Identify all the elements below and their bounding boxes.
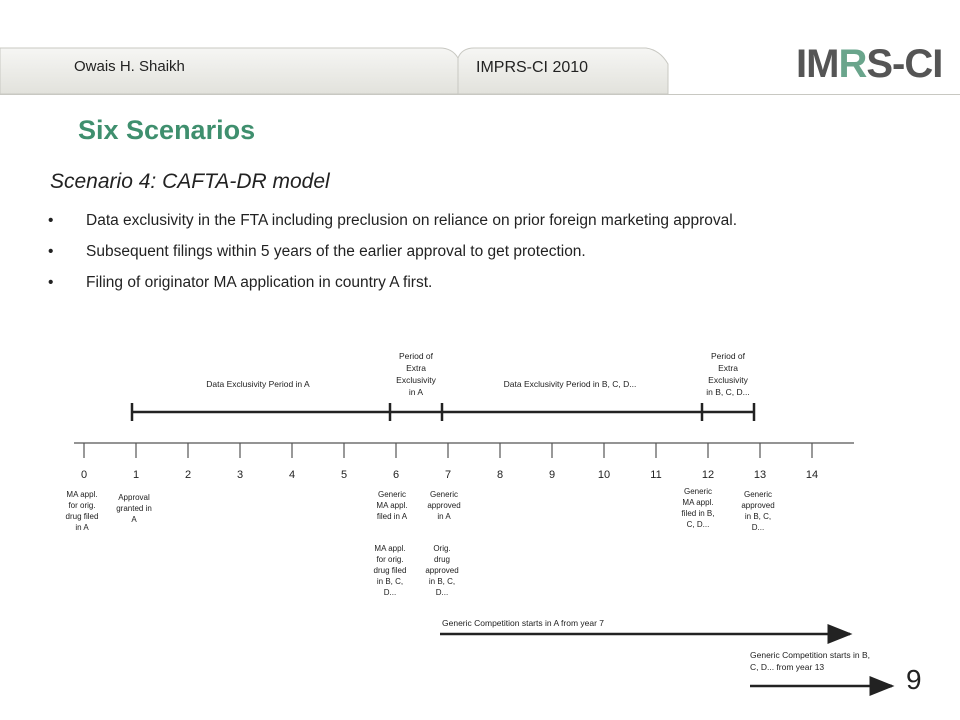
event-y7b: drug: [434, 555, 450, 564]
timeline-diagram: Data Exclusivity Period in A Period of E…: [66, 351, 895, 696]
event-y6a: MA appl.: [376, 501, 407, 510]
bullet-text: Data exclusivity in the FTA including pr…: [86, 212, 738, 229]
bullet-dot: •: [48, 274, 54, 291]
event-y6b: MA appl.: [374, 544, 405, 553]
conference-name: IMPRS-CI 2010: [476, 59, 589, 76]
event-y7a: in A: [437, 512, 451, 521]
event-y0: drug filed: [66, 512, 99, 521]
slide-title: Six Scenarios: [78, 115, 256, 145]
year-label: 7: [445, 469, 451, 481]
event-y12: MA appl.: [682, 498, 713, 507]
event-y7b: approved: [425, 566, 458, 575]
year-label: 5: [341, 469, 347, 481]
header-tabs-shape: [0, 47, 960, 95]
imprs-logo: IMRS-CI: [796, 42, 943, 86]
extra-excl-a-label: Extra: [406, 363, 426, 373]
bullet-item: • Data exclusivity in the FTA including p…: [46, 210, 906, 232]
event-y13: Generic: [744, 490, 772, 499]
bullet-item: • Filing of originator MA application in …: [46, 272, 906, 294]
year-label: 9: [549, 469, 555, 481]
data-excl-a-label: Data Exclusivity Period in A: [206, 379, 310, 389]
bullet-text: Subsequent filings within 5 years of the…: [86, 243, 586, 260]
event-y1: Approval: [118, 493, 150, 502]
event-y1: A: [131, 515, 137, 524]
year-label: 0: [81, 469, 87, 481]
year-label: 3: [237, 469, 243, 481]
competition-bcd-label: C, D... from year 13: [750, 662, 824, 672]
year-label: 1: [133, 469, 139, 481]
bullet-item: • Subsequent filings within 5 years of th…: [46, 241, 906, 263]
event-y7b: D...: [436, 588, 448, 597]
scenario-subtitle: Scenario 4: CAFTA-DR model: [50, 170, 330, 193]
event-y7a: approved: [427, 501, 460, 510]
event-y6b: D...: [384, 588, 396, 597]
year-label: 12: [702, 469, 714, 481]
year-label: 6: [393, 469, 399, 481]
extra-excl-bcd-label: Exclusivity: [708, 375, 748, 385]
event-labels: MA appl. for orig. drug filed in A Appro…: [66, 487, 775, 597]
extra-excl-a-label: Exclusivity: [396, 375, 436, 385]
event-y13: D...: [752, 523, 764, 532]
year-label: 4: [289, 469, 295, 481]
event-y6b: drug filed: [374, 566, 407, 575]
extra-excl-bcd-label: Period of: [711, 351, 746, 361]
extra-excl-bcd-label: in B, C, D...: [706, 387, 749, 397]
bullet-dot: •: [48, 243, 54, 260]
event-y12: C, D...: [687, 520, 710, 529]
year-label: 8: [497, 469, 503, 481]
event-y7b: in B, C,: [429, 577, 455, 586]
extra-excl-bcd-label: Extra: [718, 363, 738, 373]
competition-bcd-label: Generic Competition starts in B,: [750, 650, 870, 660]
year-ticks: 0 1 2 3 4 5 6 7 8 9 10 11 12 13 14: [81, 443, 818, 481]
year-label: 11: [650, 469, 661, 481]
year-label: 2: [185, 469, 191, 481]
event-y0: in A: [75, 523, 89, 532]
event-y12: Generic: [684, 487, 712, 496]
event-y12: filed in B,: [682, 509, 715, 518]
event-y6a: Generic: [378, 490, 406, 499]
event-y1: granted in: [116, 504, 152, 513]
year-label: 10: [598, 469, 610, 481]
bullet-list: • Data exclusivity in the FTA including p…: [46, 210, 906, 303]
page-number: 9: [906, 664, 922, 695]
bullet-text: Filing of originator MA application in c…: [86, 274, 433, 291]
data-excl-bcd-label: Data Exclusivity Period in B, C, D...: [504, 379, 637, 389]
author-name: Owais H. Shaikh: [74, 58, 185, 75]
event-y6b: in B, C,: [377, 577, 403, 586]
event-y7b: Orig.: [433, 544, 450, 553]
extra-excl-a-label: in A: [409, 387, 424, 397]
extra-excl-a-label: Period of: [399, 351, 434, 361]
year-label: 14: [806, 469, 818, 481]
bullet-dot: •: [48, 212, 54, 229]
event-y7a: Generic: [430, 490, 458, 499]
event-y0: for orig.: [68, 501, 95, 510]
year-label: 13: [754, 469, 766, 481]
competition-a-label: Generic Competition starts in A from yea…: [442, 618, 604, 628]
event-y13: in B, C,: [745, 512, 771, 521]
event-y6a: filed in A: [377, 512, 408, 521]
event-y6b: for orig.: [376, 555, 403, 564]
slide-header: Owais H. Shaikh IMPRS-CI 2010 IMRS-CI: [0, 0, 960, 96]
event-y0: MA appl.: [66, 490, 97, 499]
event-y13: approved: [741, 501, 774, 510]
